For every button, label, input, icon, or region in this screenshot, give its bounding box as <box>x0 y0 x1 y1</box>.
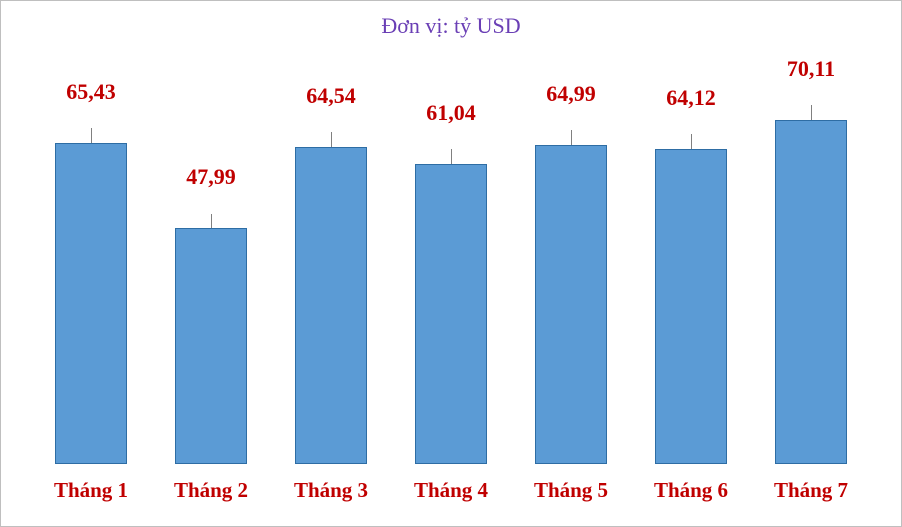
error-bar <box>691 134 692 149</box>
plot-area: 65,43Tháng 147,99Tháng 264,54Tháng 361,0… <box>31 71 871 464</box>
category-label: Tháng 1 <box>54 478 128 503</box>
category-label: Tháng 5 <box>534 478 608 503</box>
bar <box>535 145 607 464</box>
bar <box>415 164 487 464</box>
value-label: 64,54 <box>306 83 356 109</box>
error-bar <box>331 132 332 147</box>
error-bar <box>571 130 572 145</box>
bar-slot: 47,99Tháng 2 <box>151 71 271 464</box>
bar-slot: 70,11Tháng 7 <box>751 71 871 464</box>
category-label: Tháng 6 <box>654 478 728 503</box>
value-label: 64,99 <box>546 81 596 107</box>
error-bar <box>91 128 92 143</box>
bar-slot: 64,54Tháng 3 <box>271 71 391 464</box>
chart-frame: Đơn vị: tỷ USD 65,43Tháng 147,99Tháng 26… <box>0 0 902 527</box>
bar <box>295 147 367 464</box>
bar <box>775 120 847 464</box>
bar <box>655 149 727 464</box>
chart-title: Đơn vị: tỷ USD <box>1 13 901 39</box>
bar <box>175 228 247 464</box>
category-label: Tháng 4 <box>414 478 488 503</box>
error-bar <box>451 149 452 164</box>
value-label: 61,04 <box>426 100 476 126</box>
error-bar <box>211 214 212 229</box>
bar-slot: 64,12Tháng 6 <box>631 71 751 464</box>
value-label: 47,99 <box>186 164 236 190</box>
value-label: 65,43 <box>66 79 116 105</box>
value-label: 64,12 <box>666 85 716 111</box>
category-label: Tháng 3 <box>294 478 368 503</box>
error-bar <box>811 105 812 120</box>
bar-slot: 65,43Tháng 1 <box>31 71 151 464</box>
bar <box>55 143 127 464</box>
category-label: Tháng 7 <box>774 478 848 503</box>
value-label: 70,11 <box>787 56 835 82</box>
bar-slot: 64,99Tháng 5 <box>511 71 631 464</box>
category-label: Tháng 2 <box>174 478 248 503</box>
bar-slot: 61,04Tháng 4 <box>391 71 511 464</box>
